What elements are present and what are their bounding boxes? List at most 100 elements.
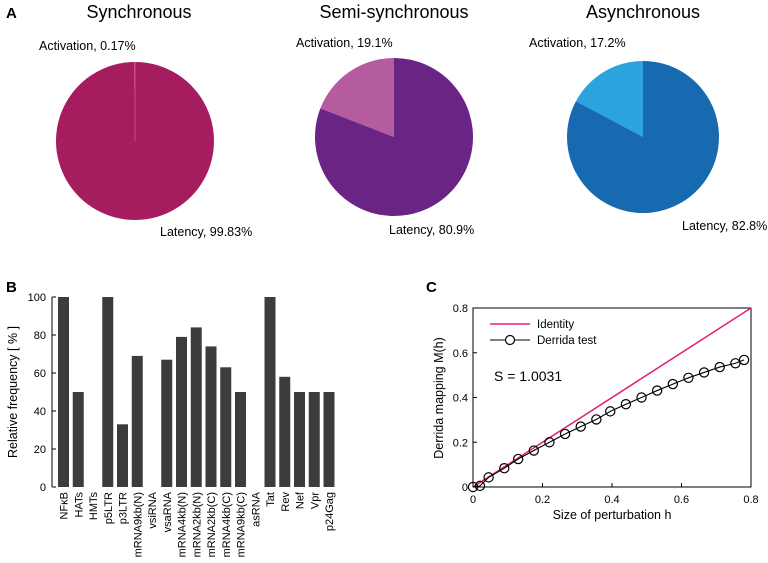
- bar-mRNA9kb(N): [131, 355, 143, 487]
- derrida-point: [730, 358, 741, 369]
- pie-2-slice-activation: [320, 58, 394, 137]
- legend-derrida-marker: [504, 334, 516, 346]
- bar-x-tick-label: mRNA4kb(C): [221, 492, 233, 557]
- pie-2-activation-label: Activation, 19.1%: [296, 36, 393, 50]
- line-y-tick-label: 0.4: [453, 393, 468, 405]
- derrida-point: [651, 385, 663, 396]
- bar-Tat: [264, 297, 276, 487]
- derrida-point: [474, 480, 486, 492]
- derrida-point: [467, 481, 479, 493]
- derrida-point: [483, 472, 494, 483]
- line-x-tick-label: 0.6: [674, 494, 689, 506]
- bar-mRNA2kb(C): [205, 346, 217, 487]
- line-x-tick-label: 0.8: [743, 494, 758, 506]
- pie-2-title: Semi-synchronous: [319, 2, 468, 22]
- line-y-tick-label: 0.8: [453, 303, 468, 315]
- derrida-point: [698, 367, 710, 378]
- derrida-point: [528, 445, 540, 456]
- line-ticks: 0 0.2 0.4 0.6 0.8 0 0.2 0.4 0.6 0.8: [453, 303, 759, 506]
- bar-x-tick-label: p3LTR: [118, 492, 130, 524]
- line-x-tick-label: 0.4: [604, 494, 619, 506]
- pie-3-slice-activation: [575, 61, 643, 137]
- line-y-tick-label: 0.6: [453, 348, 468, 360]
- bar-p3LTR: [117, 424, 128, 487]
- bar-x-tick-label: Rev: [280, 492, 292, 512]
- line-annotation: S = 1.0031: [494, 368, 562, 384]
- line-series: [467, 307, 752, 493]
- bar-Nef: [294, 392, 305, 487]
- bar-x-tick-label: Tat: [265, 492, 277, 507]
- panel-letter-c: C: [426, 279, 437, 296]
- bar-vsaRNA: [161, 359, 173, 487]
- line-y-axis-title: Derrida mapping M(h): [432, 337, 446, 459]
- line-x-tick-label: 0.2: [535, 494, 550, 506]
- derrida-point: [591, 414, 602, 425]
- derrida-point: [605, 406, 616, 417]
- bar-x-tick-label: asRNA: [250, 491, 262, 527]
- derrida-point: [512, 453, 524, 465]
- bar-x-tick-label: mRNA4kb(N): [177, 492, 189, 557]
- line-y-tick-label: 0.2: [453, 437, 468, 449]
- bar-Rev: [279, 376, 291, 487]
- pie-2-latency-label: Latency, 80.9%: [389, 223, 474, 237]
- derrida-point: [544, 437, 555, 448]
- derrida-line: [472, 359, 745, 488]
- derrida-point: [620, 399, 632, 410]
- derrida-point: [714, 361, 725, 373]
- line-x-tick-label: 0: [470, 494, 476, 506]
- bar-HATs: [72, 392, 84, 487]
- bar-x-tick-label: vsiRNA: [147, 491, 159, 528]
- line-x-axis-title: Size of perturbation h: [553, 508, 672, 522]
- bar-y-tick-label: 60: [34, 368, 46, 380]
- bar-mRNA4kb(N): [176, 336, 187, 487]
- bar-bars: [58, 297, 335, 487]
- pie-chart-asynchronous: [567, 61, 720, 213]
- derrida-point: [683, 372, 694, 384]
- pie-1-activation-label: Activation, 0.17%: [39, 39, 136, 53]
- pie-chart-synchronous: [55, 62, 214, 220]
- pie-1-title: Synchronous: [86, 2, 191, 22]
- pie-3-slice-latency: [567, 61, 720, 213]
- derrida-point: [636, 392, 647, 403]
- identity-line: [472, 307, 752, 488]
- bar-y-tick-label: 20: [34, 444, 46, 456]
- bar-y-tick-label: 100: [28, 292, 46, 304]
- pie-chart-semi-synchronous: [315, 58, 474, 216]
- line-y-tick-label: 0: [462, 482, 468, 494]
- bar-p5LTR: [102, 297, 114, 487]
- bar-x-tick-label: Vpr: [309, 492, 321, 509]
- bar-x-tick-label: mRNA9kb(N): [132, 492, 144, 557]
- bar-p24Gag: [323, 392, 335, 487]
- bar-x-tick-label: mRNA2kb(N): [191, 492, 203, 557]
- bar-y-tick-label: 40: [34, 406, 46, 418]
- bar-y-ticks: 0 20 40 60 80 100: [28, 292, 56, 494]
- legend-derrida-label: Derrida test: [537, 335, 597, 347]
- derrida-point: [667, 378, 679, 390]
- bar-y-tick-label: 0: [40, 482, 46, 494]
- pie-3-title: Asynchronous: [586, 2, 700, 22]
- pie-3-activation-label: Activation, 17.2%: [529, 36, 626, 50]
- bar-x-tick-label: HMTs: [88, 492, 100, 521]
- derrida-point: [738, 354, 750, 366]
- bar-x-tick-label: Nef: [295, 491, 307, 509]
- bar-x-tick-label: HATs: [73, 492, 85, 518]
- bar-mRNA4kb(C): [220, 367, 232, 487]
- bar-x-tick-label: p5LTR: [103, 492, 115, 524]
- bar-y-tick-label: 80: [34, 330, 46, 342]
- pie-3-latency-label: Latency, 82.8%: [682, 219, 767, 233]
- bar-x-tick-label: NFκB: [59, 492, 71, 520]
- derrida-point: [575, 421, 586, 432]
- bar-mRNA9kb(C): [235, 392, 246, 487]
- pie-2-slice-latency: [315, 58, 474, 216]
- legend-identity-label: Identity: [537, 319, 574, 331]
- bar-x-tick-label: mRNA9kb(C): [236, 492, 248, 557]
- bar-x-tick-label: vsaRNA: [162, 491, 174, 532]
- bar-NFκB: [58, 297, 69, 487]
- bar-mRNA2kb(N): [190, 327, 202, 487]
- bar-Vpr: [308, 392, 320, 487]
- panel-letter-b: B: [6, 279, 17, 296]
- derrida-chart: 0 0.2 0.4 0.6 0.8 0 0.2 0.4 0.6 0.8 Size of pertu…: [432, 303, 759, 522]
- bar-y-axis-title: Relative frequency [ % ]: [6, 326, 20, 458]
